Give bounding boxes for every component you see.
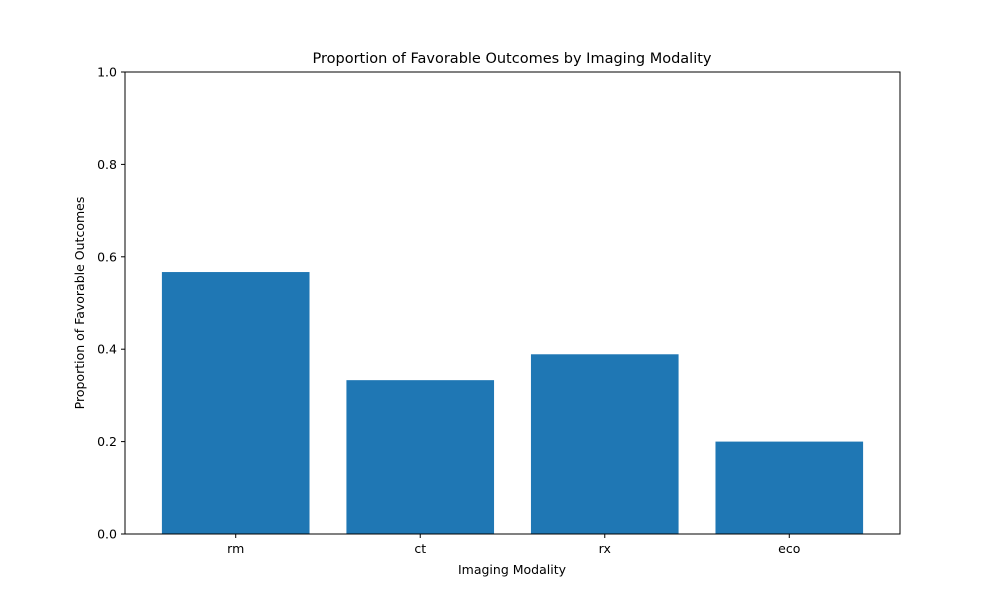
y-tick-label: 0.2	[97, 434, 117, 449]
bar-ct	[346, 380, 495, 534]
bar-rx	[530, 354, 679, 534]
y-tick-label: 0.0	[97, 527, 117, 542]
x-tick-label-eco: eco	[778, 541, 800, 556]
y-tick-label: 0.8	[97, 157, 117, 172]
x-tick-label-rm: rm	[227, 541, 244, 556]
y-tick-label: 0.4	[97, 342, 117, 357]
plot-frame	[124, 71, 901, 535]
x-tick-label-rx: rx	[599, 541, 611, 556]
chart-title: Proportion of Favorable Outcomes by Imag…	[312, 51, 711, 67]
x-axis-label: Imaging Modality	[458, 562, 567, 577]
x-tick-label-ct: ct	[414, 541, 426, 556]
x-axis: rm ct rx eco	[227, 534, 800, 556]
bar-rm	[161, 272, 310, 534]
y-tick-label: 0.6	[97, 249, 117, 264]
plot-area	[161, 272, 864, 534]
y-axis-label: Proportion of Favorable Outcomes	[72, 197, 87, 410]
y-axis: 0.0 0.2 0.4 0.6 0.8 1.0	[97, 65, 125, 542]
bar-eco	[715, 441, 864, 534]
y-tick-label: 1.0	[97, 65, 117, 80]
